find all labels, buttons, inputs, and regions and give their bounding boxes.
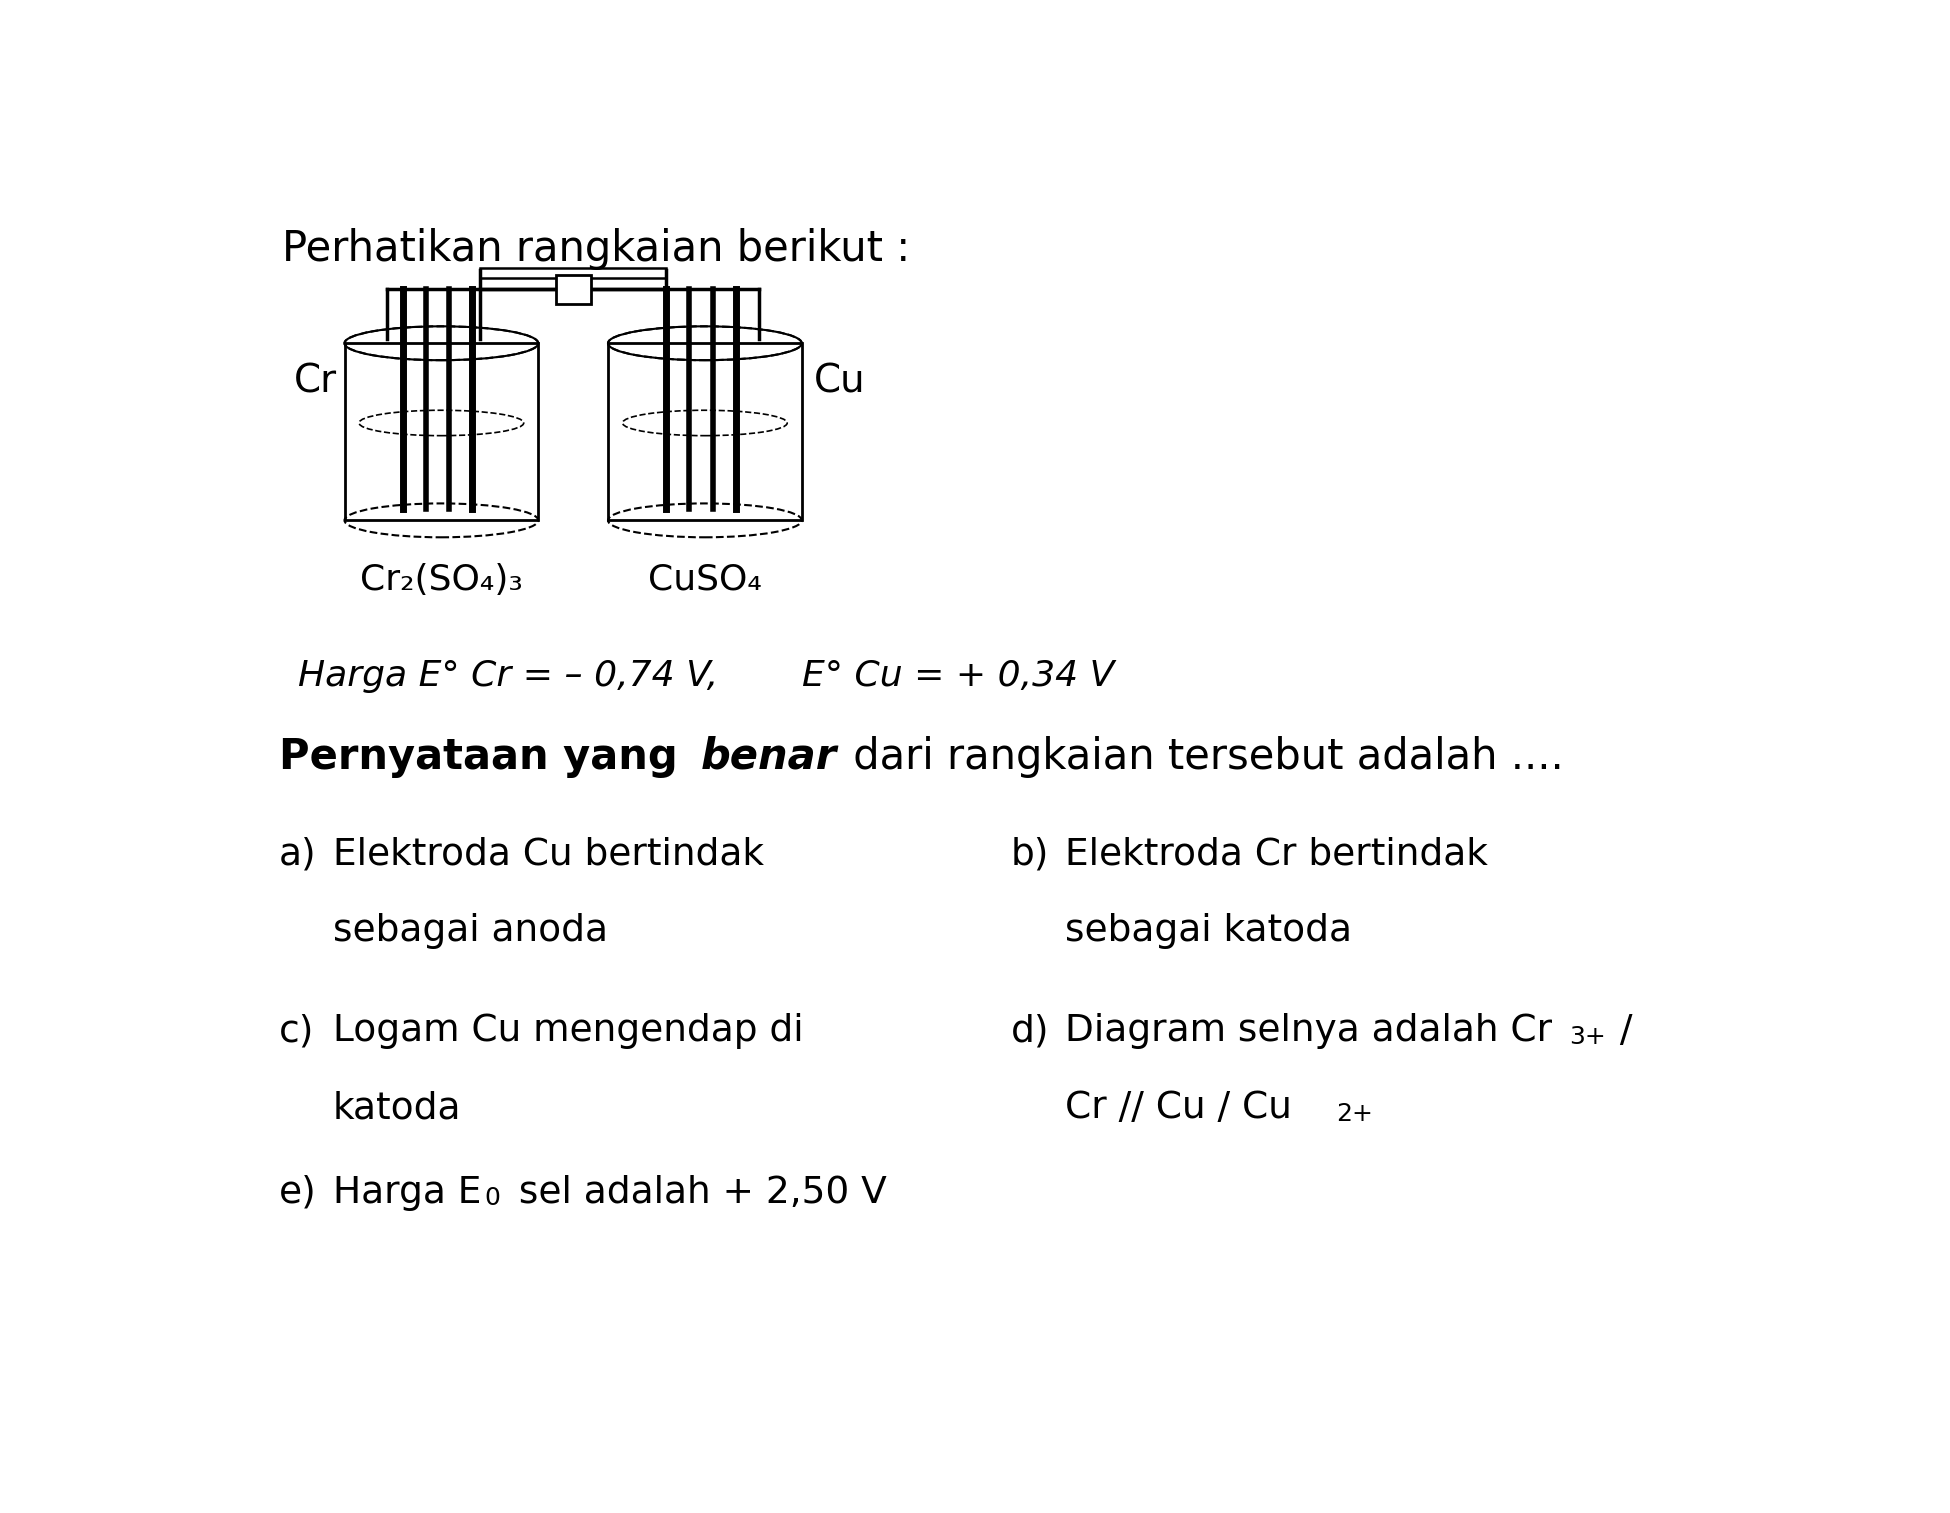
Text: Logam Cu mengendap di: Logam Cu mengendap di [333,1014,803,1049]
Text: CuSO₄: CuSO₄ [647,563,762,596]
Text: sel adalah + 2,50 V: sel adalah + 2,50 V [507,1176,887,1210]
Text: E° Cu = + 0,34 V: E° Cu = + 0,34 V [801,660,1113,693]
Text: Elektroda Cu bertindak: Elektroda Cu bertindak [333,837,764,871]
Text: d): d) [1010,1014,1049,1049]
Text: a): a) [279,837,316,871]
Text: Harga E: Harga E [333,1176,482,1210]
Bar [556,275,591,304]
Text: Cr: Cr [294,363,337,401]
Text: Elektroda Cr bertindak: Elektroda Cr bertindak [1065,837,1488,871]
Text: sebagai anoda: sebagai anoda [333,912,608,949]
Text: Pernyataan yang: Pernyataan yang [279,735,692,778]
Text: Cr₂(SO₄)₃: Cr₂(SO₄)₃ [361,563,523,596]
Text: c): c) [279,1014,314,1049]
Text: Cu: Cu [813,363,866,401]
Text: e): e) [279,1176,316,1210]
Text: 3+: 3+ [1570,1024,1605,1049]
Text: /: / [1607,1014,1632,1049]
Text: 2+: 2+ [1336,1101,1373,1126]
Text: Perhatikan rangkaian berikut :: Perhatikan rangkaian berikut : [283,228,911,269]
Bar [608,343,801,520]
Text: dari rangkaian tersebut adalah ....: dari rangkaian tersebut adalah .... [840,735,1564,778]
Text: b): b) [1010,837,1049,871]
Text: 0: 0 [484,1186,499,1210]
Text: katoda: katoda [333,1091,462,1126]
Bar [345,343,538,520]
Text: Cr // Cu / Cu: Cr // Cu / Cu [1065,1091,1293,1126]
Text: sebagai katoda: sebagai katoda [1065,912,1351,949]
Text: Diagram selnya adalah Cr: Diagram selnya adalah Cr [1065,1014,1552,1049]
Text: benar: benar [700,735,837,778]
Text: Harga E° Cr = – 0,74 V,: Harga E° Cr = – 0,74 V, [298,660,718,693]
